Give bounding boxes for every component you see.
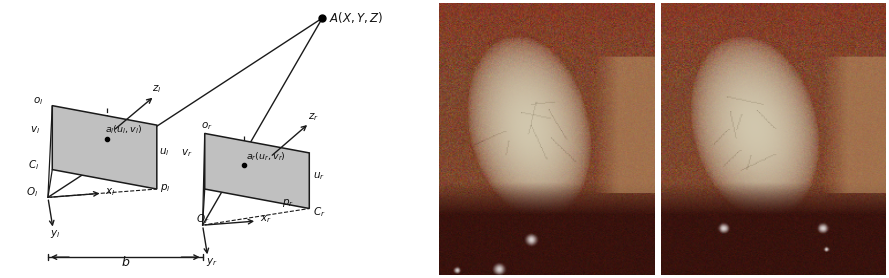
Text: $O_l$: $O_l$	[26, 185, 38, 199]
Text: $O_r$: $O_r$	[196, 212, 210, 226]
Text: $x_r$: $x_r$	[260, 214, 272, 225]
Text: $C_l$: $C_l$	[28, 158, 39, 172]
Text: $v_l$: $v_l$	[29, 124, 40, 136]
Text: $o_l$: $o_l$	[33, 95, 43, 107]
Text: $z_l$: $z_l$	[153, 83, 162, 95]
Text: $C_r$: $C_r$	[313, 205, 325, 219]
Text: $b$: $b$	[121, 255, 130, 269]
Text: $a_l(u_l, v_l)$: $a_l(u_l, v_l)$	[105, 124, 141, 136]
Text: $z_r$: $z_r$	[308, 111, 319, 123]
Text: $x_l$: $x_l$	[106, 186, 116, 198]
Text: $o_r$: $o_r$	[201, 120, 213, 132]
Text: $a_r(u_r, v_r)$: $a_r(u_r, v_r)$	[246, 150, 286, 163]
Text: $y_r$: $y_r$	[206, 255, 218, 267]
Text: $A(X,Y,Z)$: $A(X,Y,Z)$	[329, 10, 383, 25]
Text: $y_l$: $y_l$	[50, 228, 60, 240]
Text: $u_r$: $u_r$	[313, 170, 324, 182]
Polygon shape	[204, 133, 309, 208]
Polygon shape	[52, 106, 156, 189]
Text: $u_l$: $u_l$	[159, 146, 170, 158]
Text: $v_r$: $v_r$	[180, 148, 192, 160]
Text: $p_r$: $p_r$	[283, 197, 294, 209]
Text: $p_l$: $p_l$	[160, 182, 171, 193]
